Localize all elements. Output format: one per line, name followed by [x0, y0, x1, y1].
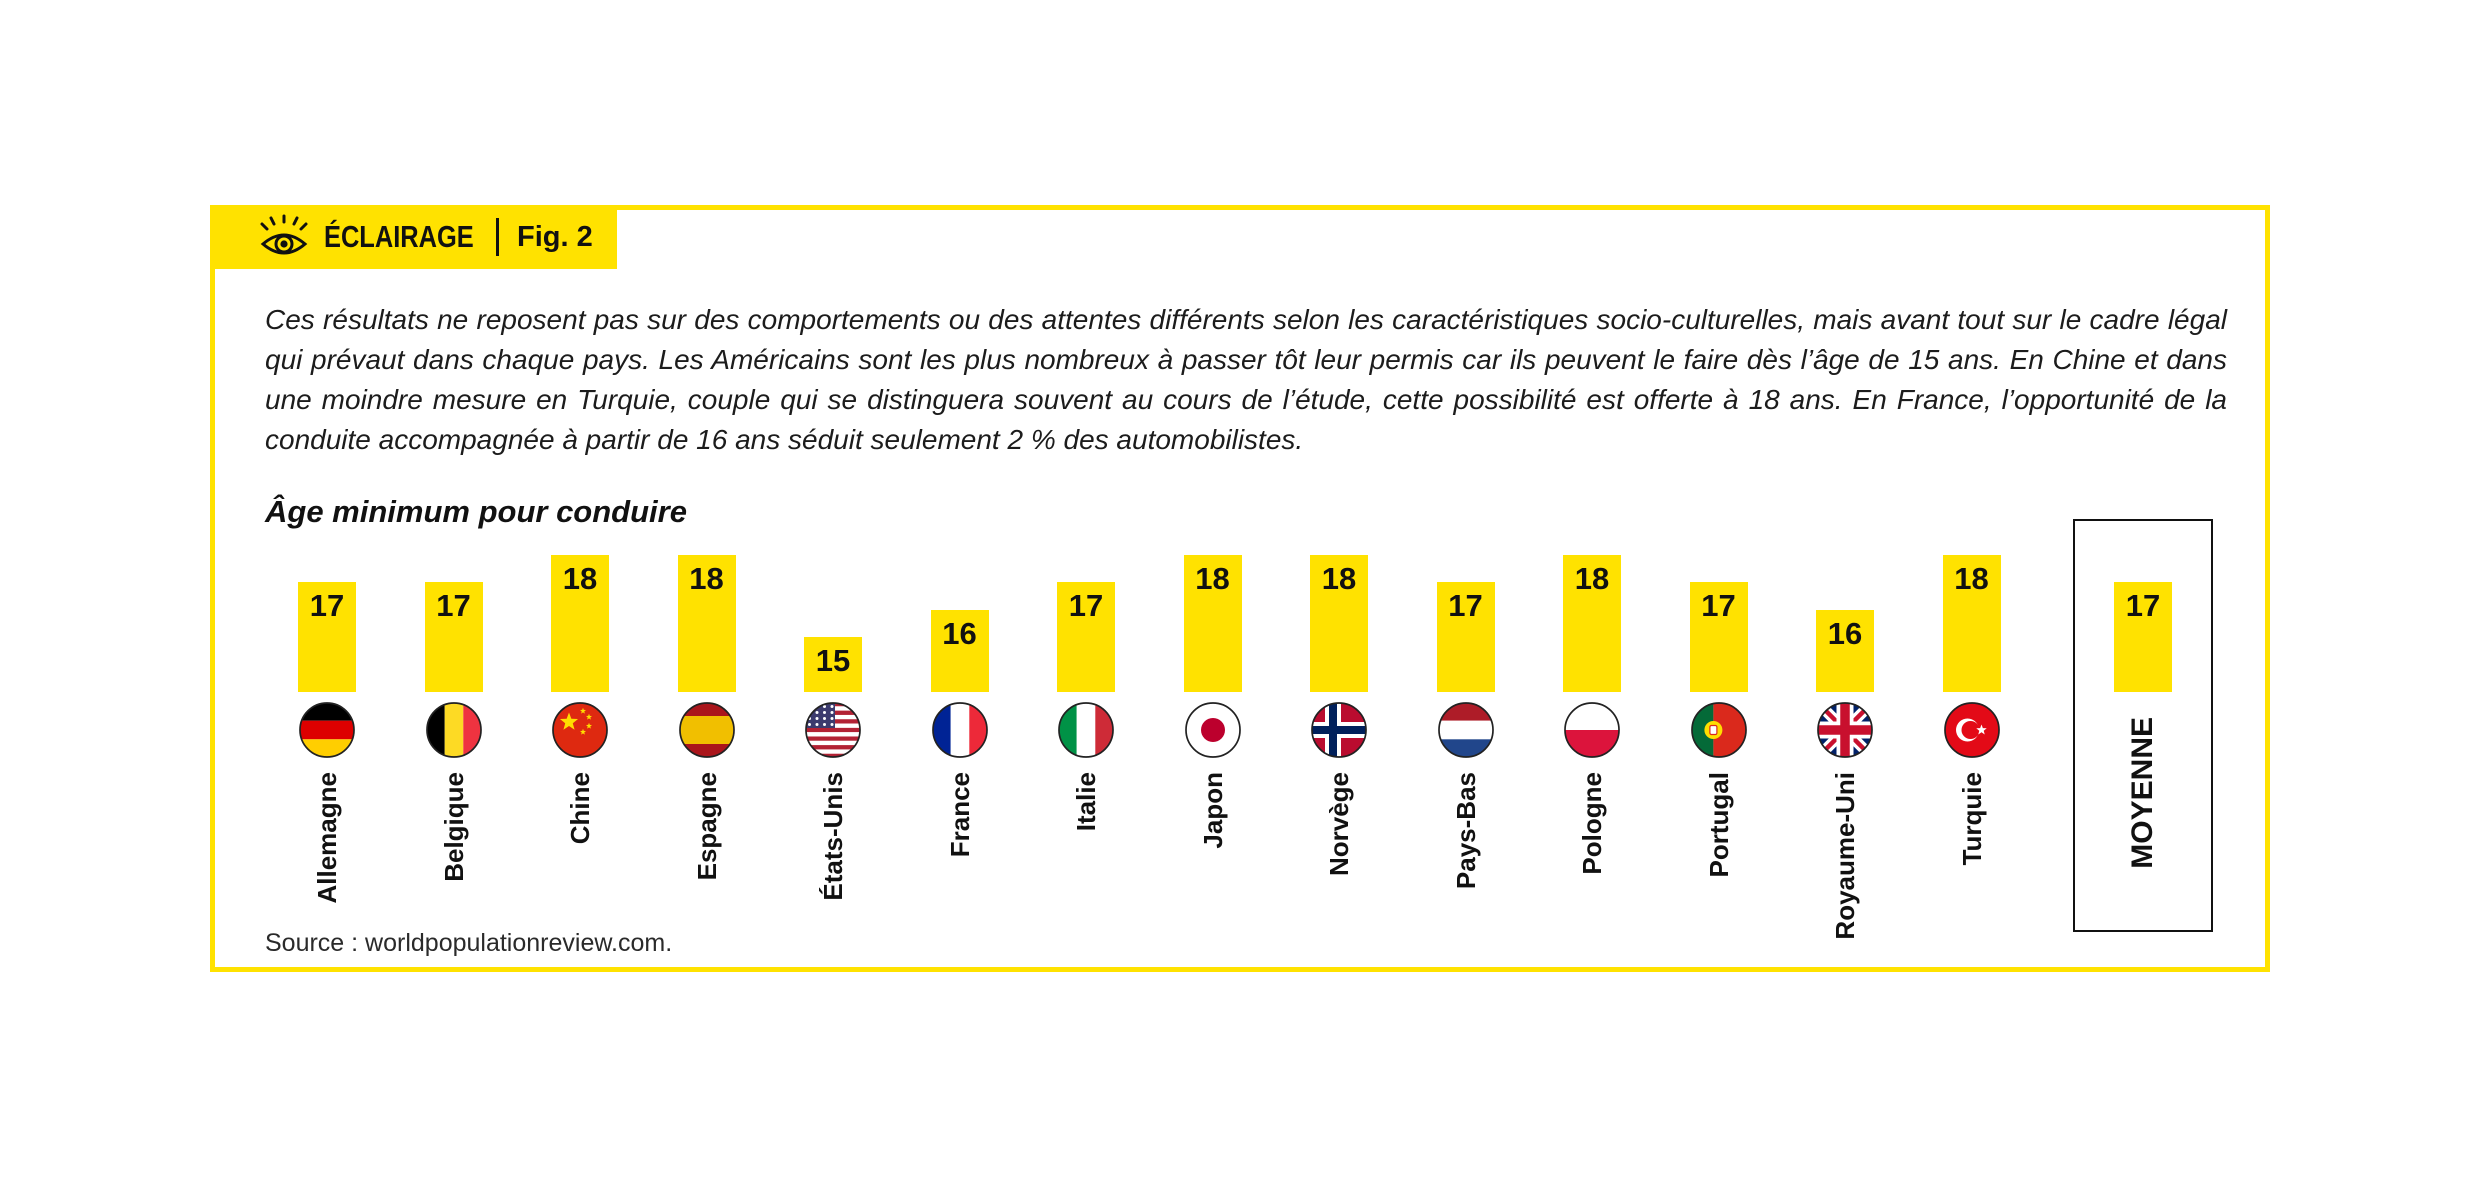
bar-espagne: 18 [677, 554, 736, 692]
bar-value-belgique: 17 [436, 588, 471, 623]
bar-value-japon: 18 [1195, 560, 1230, 596]
flag-icon-japon [1184, 702, 1241, 758]
bar-value-pays-bas: 17 [1448, 588, 1483, 623]
bar-moyenne: 17 [2114, 582, 2172, 692]
bar-royaume-uni: 16 [1816, 609, 1874, 692]
country-label-allemagne: Allemagne [312, 772, 342, 904]
flag-icon-turquie [1943, 702, 2000, 758]
country-label-espagne: Espagne [691, 772, 722, 881]
flag-icon-belgique [425, 702, 482, 758]
bar-pologne: 18 [1563, 554, 1621, 692]
flag-icon-norvege [1311, 702, 1367, 758]
country-label-royaume-uni: Royaume-Uni [1830, 772, 1860, 940]
badge-divider [496, 218, 499, 256]
bar-value-etats-unis: 15 [815, 643, 851, 678]
flag-icon-etats-unis [805, 702, 861, 758]
flag-icon-france [931, 702, 988, 758]
flag-icon-espagne [678, 702, 735, 758]
country-label-turquie: Turquie [1956, 772, 1987, 866]
country-label-norvege: Norvège [1324, 772, 1354, 877]
bar-portugal: 17 [1689, 582, 1748, 692]
flag-icon-italie [1058, 702, 1114, 758]
bar-norvege: 18 [1310, 554, 1368, 692]
bar-value-italie: 17 [1068, 588, 1104, 623]
bar-value-moyenne: 17 [2125, 588, 2161, 623]
eye-icon [260, 214, 308, 255]
bar-italie: 17 [1057, 582, 1115, 692]
bar-value-royaume-uni: 16 [1827, 615, 1863, 651]
bar-value-norvege: 18 [1321, 560, 1357, 596]
country-label-japon: Japon [1197, 772, 1228, 849]
country-label-portugal: Portugal [1703, 772, 1734, 878]
flag-icon-pologne [1564, 702, 1620, 758]
figure-badge: ÉCLAIRAGE Fig. 2 [210, 205, 617, 269]
bar-belgique: 17 [424, 582, 483, 692]
bar-japon: 18 [1183, 554, 1242, 692]
country-label-italie: Italie [1071, 772, 1101, 832]
bar-value-allemagne: 17 [309, 588, 345, 623]
bar-value-espagne: 18 [689, 560, 724, 596]
flag-icon-chine [552, 702, 608, 758]
source-note: Source : worldpopulationreview.com. [265, 929, 673, 957]
bar-etats-unis: 15 [804, 637, 862, 692]
bar-value-turquie: 18 [1954, 560, 1989, 596]
chart-title: Âge minimum pour conduire [265, 494, 687, 529]
flag-icon-royaume-uni [1817, 702, 1873, 758]
country-label-chine: Chine [565, 772, 595, 845]
bar-allemagne: 17 [298, 582, 356, 692]
country-label-france: France [944, 772, 975, 858]
bar-france: 16 [930, 609, 989, 692]
figure-number: Fig. 2 [517, 220, 593, 253]
bar-value-pologne: 18 [1574, 560, 1610, 596]
bar-turquie: 18 [1942, 554, 2001, 692]
intro-paragraph: Ces résultats ne reposent pas sur des co… [265, 304, 2227, 455]
badge-label: ÉCLAIRAGE [324, 219, 474, 254]
country-label-belgique: Belgique [438, 772, 469, 882]
flag-icon-pays-bas [1437, 702, 1494, 758]
badge-label-wrap: ÉCLAIRAGE [324, 219, 478, 255]
bar-chine: 18 [551, 554, 609, 692]
country-label-pays-bas: Pays-Bas [1450, 772, 1481, 890]
bar-value-france: 16 [942, 615, 977, 651]
bar-value-portugal: 17 [1701, 588, 1736, 623]
flag-icon-allemagne [299, 702, 355, 758]
country-label-pologne: Pologne [1577, 772, 1607, 875]
average-label: MOYENNE [2126, 717, 2159, 869]
bar-value-chine: 18 [562, 560, 598, 596]
bar-pays-bas: 17 [1436, 582, 1495, 692]
flag-icon-portugal [1690, 702, 1747, 758]
country-label-etats-unis: États-Unis [818, 772, 848, 901]
